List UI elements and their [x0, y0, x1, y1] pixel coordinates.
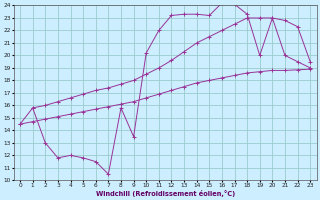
X-axis label: Windchill (Refroidissement éolien,°C): Windchill (Refroidissement éolien,°C) — [95, 190, 235, 197]
